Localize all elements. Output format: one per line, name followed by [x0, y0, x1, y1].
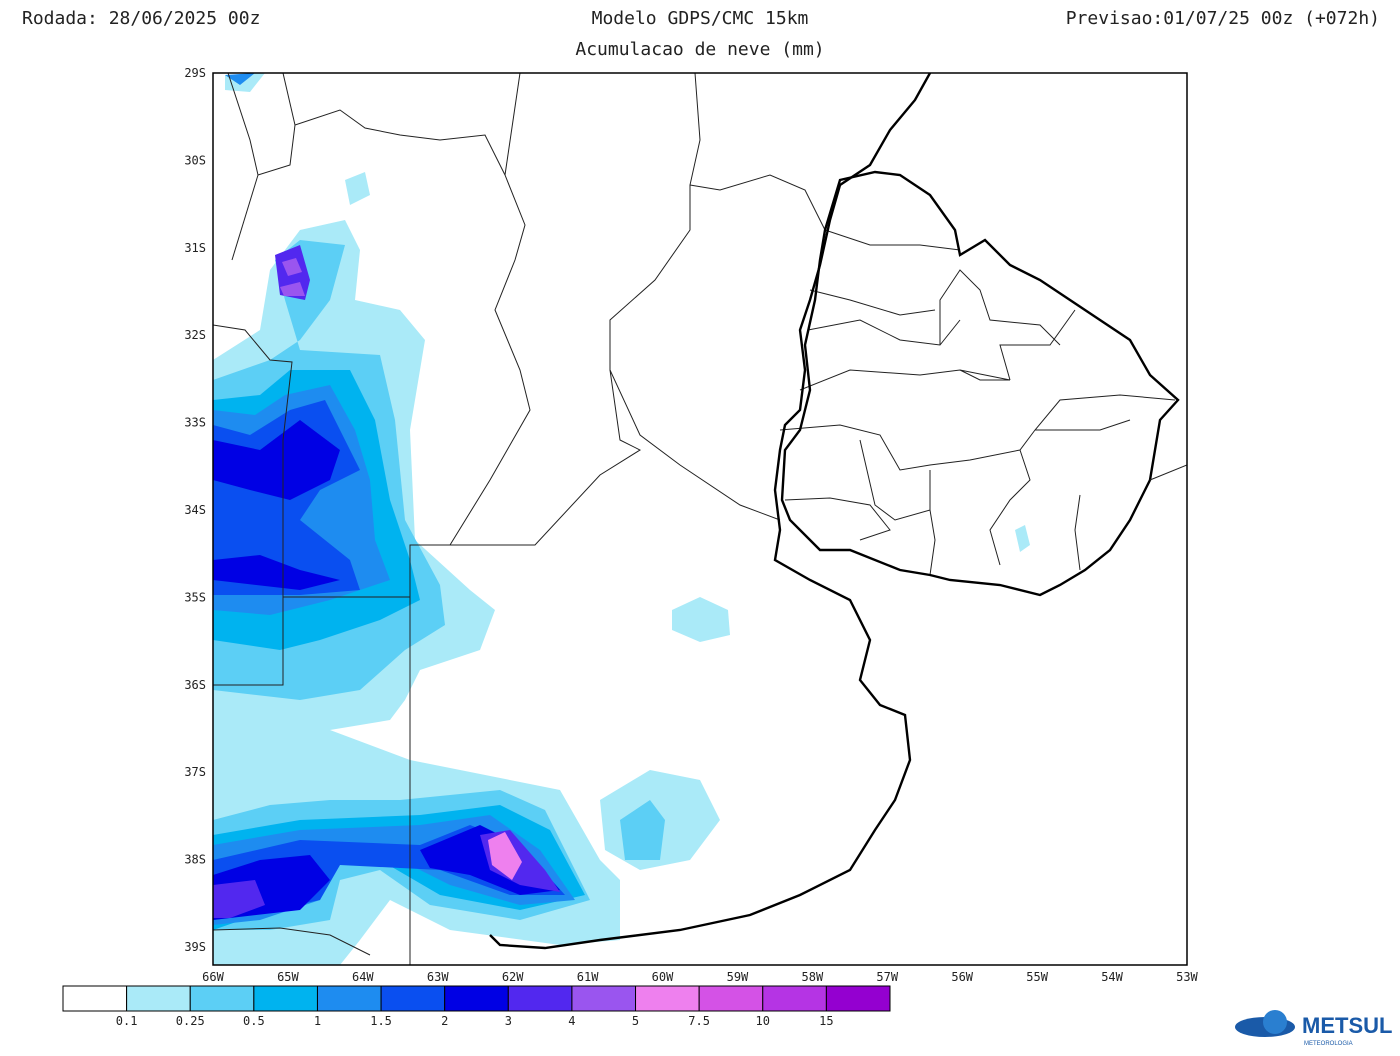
lon-label: 60W	[652, 970, 674, 984]
subtitle: Acumulacao de neve (mm)	[575, 39, 824, 60]
lat-label: 29S	[184, 66, 206, 80]
colorbar-label: 1.5	[370, 1014, 392, 1028]
logo-sphere	[1263, 1010, 1287, 1034]
colorbar-label: 5	[632, 1014, 639, 1028]
forecast-time: Previsao:01/07/25 00z (+072h)	[1066, 8, 1380, 29]
lat-label: 34S	[184, 503, 206, 517]
map-frame	[212, 72, 1188, 966]
lon-label: 56W	[951, 970, 973, 984]
color-swatch	[635, 985, 700, 1012]
color-swatch	[698, 985, 764, 1012]
color-swatch	[253, 985, 318, 1012]
lon-label: 61W	[577, 970, 599, 984]
model-title: Modelo GDPS/CMC 15km	[592, 8, 809, 29]
color-swatch	[571, 985, 637, 1012]
color-swatch	[189, 985, 255, 1012]
lon-label: 58W	[802, 970, 824, 984]
lat-label: 31S	[184, 241, 206, 255]
lat-label: 38S	[184, 853, 206, 867]
axis-labels: 29S 30S 31S 32S 33S 34S 35S 36S 37S 38S 39S 66W 65W 6…	[184, 66, 1198, 984]
colorbar: 0.1 0.25 0.5 1 1.5 2 3 4 5 7.5 10 15	[62, 985, 891, 1028]
colorbar-label: 7.5	[688, 1014, 710, 1028]
color-swatch	[62, 985, 128, 1012]
run-time: Rodada: 28/06/2025 00z	[22, 8, 260, 29]
colorbar-label: 0.5	[243, 1014, 265, 1028]
lon-label: 63W	[427, 970, 449, 984]
colorbar-label: 0.1	[116, 1014, 138, 1028]
lat-label: 30S	[184, 153, 206, 167]
color-swatch	[762, 985, 827, 1012]
lon-label: 59W	[727, 970, 749, 984]
lat-label: 36S	[184, 678, 206, 692]
lon-label: 64W	[352, 970, 374, 984]
logo: METSUL METEOROLOGIA	[1235, 1010, 1392, 1047]
color-swatch	[444, 985, 509, 1012]
lon-label: 54W	[1101, 970, 1123, 984]
political-borders	[213, 73, 1187, 965]
lat-label: 39S	[184, 940, 206, 954]
color-swatch	[316, 985, 382, 1012]
logo-name: METSUL	[1302, 1013, 1392, 1038]
colorbar-label: 4	[568, 1014, 575, 1028]
lon-label: 66W	[202, 970, 224, 984]
snow-field	[213, 73, 1030, 965]
lon-label: 57W	[876, 970, 898, 984]
colorbar-label: 1	[314, 1014, 321, 1028]
colorbar-label: 15	[819, 1014, 833, 1028]
lon-label: 65W	[277, 970, 299, 984]
lat-label: 33S	[184, 416, 206, 430]
colorbar-label: 3	[505, 1014, 512, 1028]
colorbar-label: 10	[756, 1014, 770, 1028]
colorbar-label: 2	[441, 1014, 448, 1028]
color-swatch	[507, 985, 573, 1012]
color-swatch	[126, 985, 191, 1012]
logo-tagline: METEOROLOGIA	[1304, 1041, 1353, 1047]
color-swatch	[380, 985, 446, 1012]
lon-label: 53W	[1176, 970, 1198, 984]
lat-label: 32S	[184, 328, 206, 342]
lon-label: 55W	[1026, 970, 1048, 984]
color-swatch	[825, 985, 891, 1012]
lat-label: 35S	[184, 590, 206, 604]
map-area	[213, 73, 1187, 965]
colorbar-label: 0.25	[176, 1014, 205, 1028]
lon-label: 62W	[502, 970, 524, 984]
lat-label: 37S	[184, 765, 206, 779]
